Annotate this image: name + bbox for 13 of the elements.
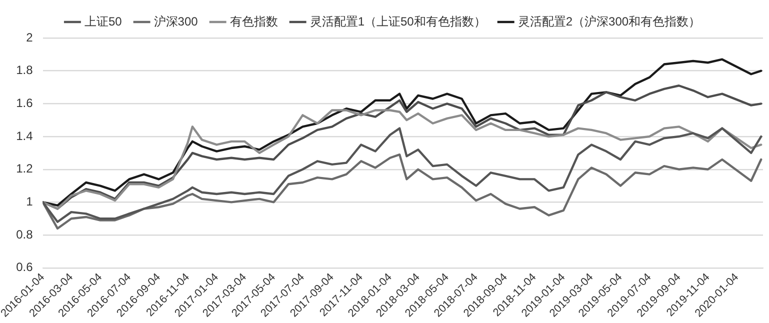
legend-label: 灵活配置2（沪深300和有色指数） [518, 14, 701, 28]
y-tick-label: 1.4 [16, 128, 34, 143]
y-tick-label: 0.8 [16, 227, 34, 242]
y-tick-label: 1.6 [16, 96, 34, 110]
legend-label: 上证50 [84, 14, 122, 28]
legend-label: 有色指数 [230, 14, 278, 28]
legend-label: 沪深300 [154, 14, 198, 28]
y-tick-label: 1 [26, 194, 34, 209]
y-tick-label: 1.8 [16, 63, 34, 78]
y-tick-label: 0.6 [16, 260, 34, 274]
y-tick-label: 1.2 [16, 162, 34, 176]
legend-label: 灵活配置1（上证50和有色指数） [310, 14, 486, 28]
y-tick-label: 2 [26, 30, 34, 44]
